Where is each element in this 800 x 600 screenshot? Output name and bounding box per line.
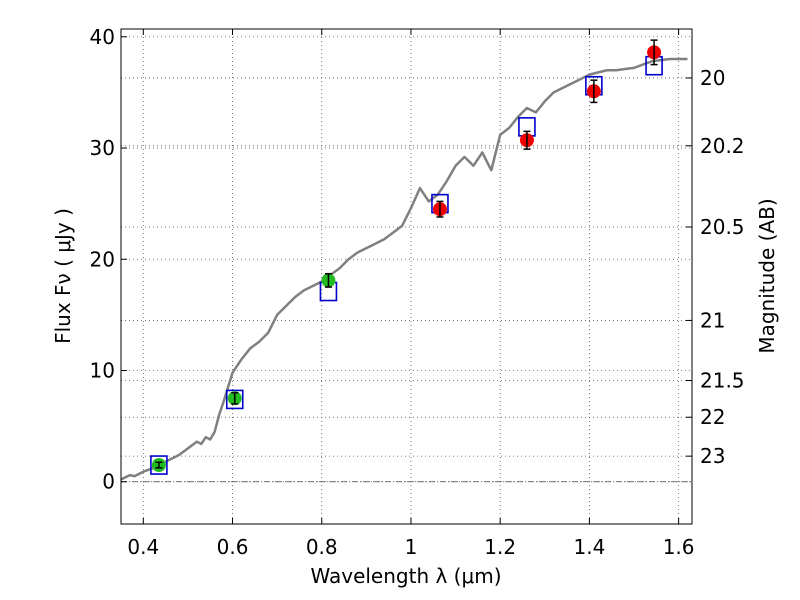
data-series	[120, 39, 688, 481]
x-tick-label: 0.4	[127, 535, 159, 559]
axis-ticks: 0.4 0.6 0.8 1 1.2 1.4 1.6 0 10 20 30 40 20 20.2 20.5 21…	[90, 25, 745, 559]
x-tick-label: 1.2	[484, 535, 516, 559]
right-y-axis-title: Magnitude (AB)	[755, 198, 779, 353]
grid	[121, 29, 692, 524]
mag-tick-label: 20.2	[700, 134, 745, 158]
y-tick-label: 40	[90, 25, 115, 49]
x-tick-label: 0.8	[306, 535, 338, 559]
model-spectrum-line	[120, 57, 688, 481]
y-axis-title: Flux Fν ( μJy )	[51, 208, 75, 344]
y-tick-label: 10	[90, 358, 115, 382]
model-photometry-square	[150, 455, 168, 475]
x-tick-label: 1	[405, 535, 418, 559]
y-tick-label: 30	[90, 136, 115, 160]
plot-frame	[120, 28, 693, 525]
x-tick-label: 1.4	[573, 535, 605, 559]
y-tick-label: 20	[90, 247, 115, 271]
x-tick-label: 1.6	[663, 535, 695, 559]
mag-tick-label: 23	[700, 444, 725, 468]
mag-tick-label: 20	[700, 66, 725, 90]
mag-tick-label: 22	[700, 405, 725, 429]
model-photometry-square	[225, 389, 244, 410]
mag-tick-label: 21	[700, 308, 725, 332]
y-tick-label: 0	[102, 470, 115, 494]
mag-tick-label: 20.5	[700, 215, 745, 239]
x-axis-title: Wavelength λ (μm)	[310, 564, 501, 588]
mag-tick-label: 21.5	[700, 369, 745, 393]
x-tick-label: 0.6	[217, 535, 249, 559]
